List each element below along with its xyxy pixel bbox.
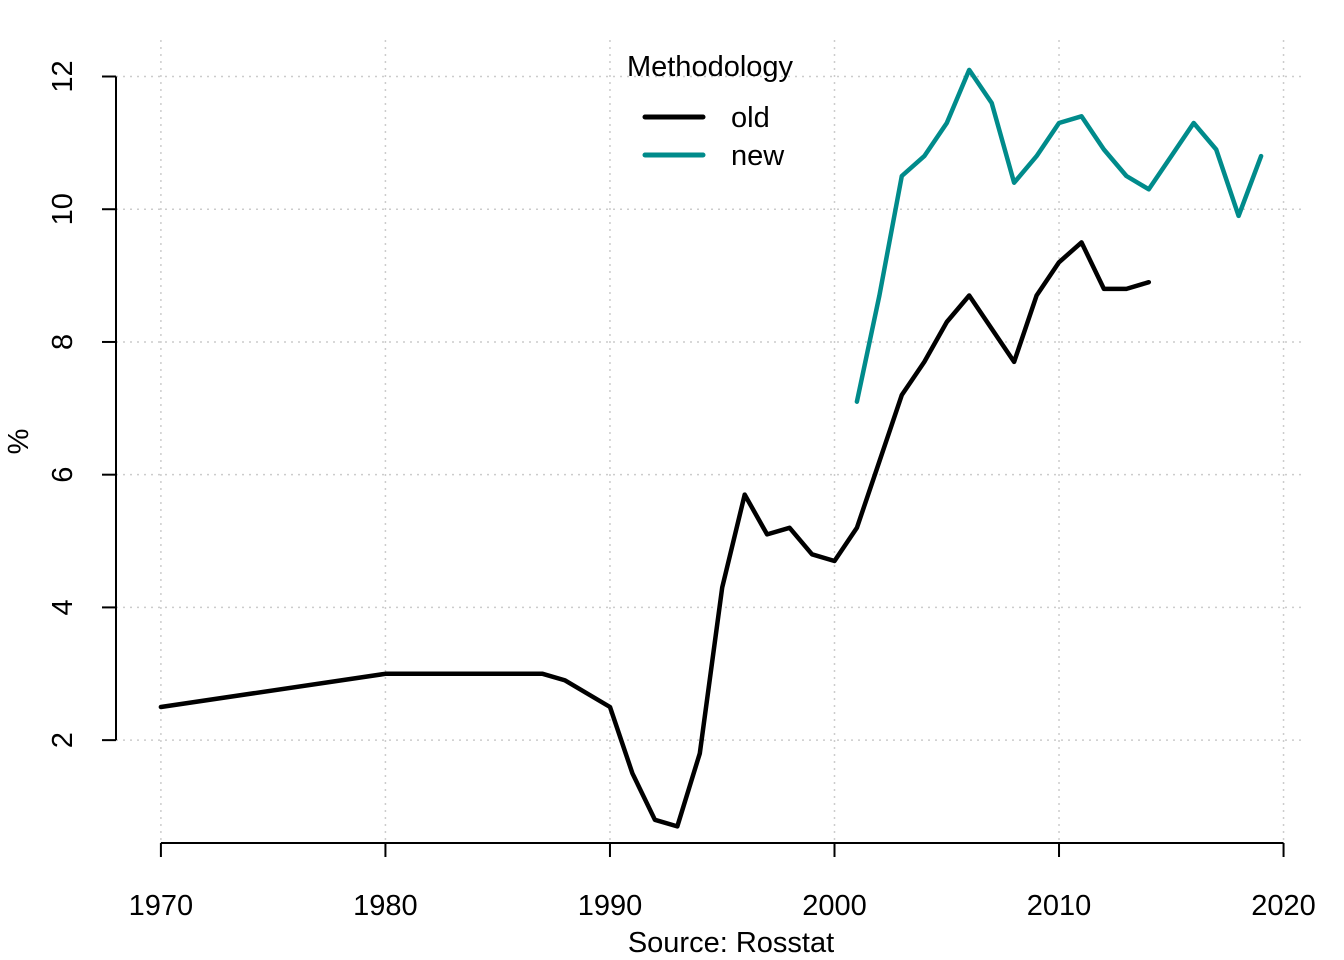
axes bbox=[115, 76, 1284, 844]
y-tick-label: 10 bbox=[47, 193, 79, 225]
x-axis-label: Source: Rosstat bbox=[628, 927, 834, 959]
series-line-old bbox=[158, 240, 1152, 829]
y-axis-ticks: 2 4 6 8 10 12 bbox=[47, 60, 116, 748]
legend: Methodology old new bbox=[627, 51, 794, 172]
x-tick-label: 1990 bbox=[578, 890, 643, 922]
grid bbox=[116, 40, 1306, 843]
series-line-new bbox=[854, 67, 1264, 404]
y-tick-label: 2 bbox=[47, 732, 79, 748]
y-tick-label: 12 bbox=[47, 60, 79, 92]
x-tick-label: 2000 bbox=[802, 890, 867, 922]
x-tick-label: 1970 bbox=[129, 890, 194, 922]
series-lines bbox=[158, 67, 1264, 829]
legend-items: old new bbox=[642, 102, 785, 172]
y-tick-label: 6 bbox=[47, 467, 79, 483]
legend-title: Methodology bbox=[627, 51, 794, 83]
x-axis-ticks: 1970 1980 1990 2000 2010 2020 bbox=[129, 843, 1316, 922]
legend-label-new: new bbox=[731, 140, 785, 172]
x-tick-label: 1980 bbox=[353, 890, 418, 922]
y-tick-label: 8 bbox=[47, 334, 79, 350]
y-tick-label: 4 bbox=[47, 599, 79, 615]
x-tick-label: 2020 bbox=[1251, 890, 1316, 922]
legend-label-old: old bbox=[731, 102, 770, 134]
y-axis-label: % bbox=[3, 429, 35, 455]
x-tick-label: 2010 bbox=[1027, 890, 1092, 922]
